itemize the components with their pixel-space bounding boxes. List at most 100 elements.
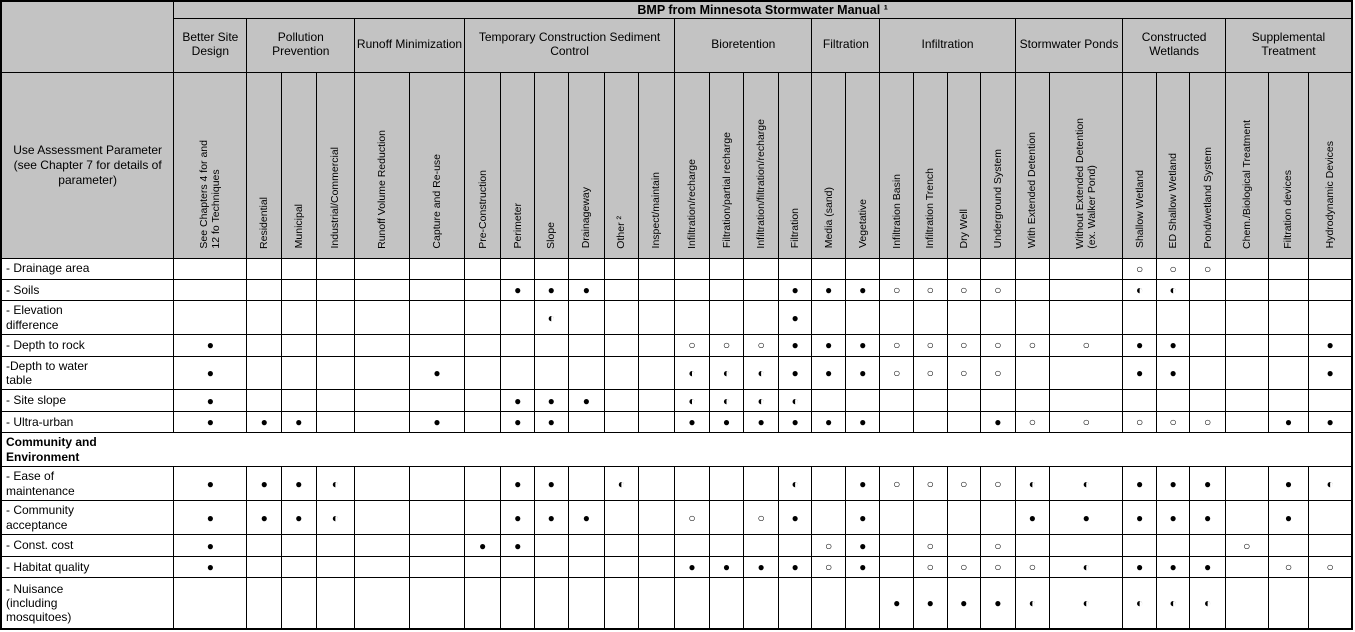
symbol-cell: ◐	[1014, 577, 1051, 630]
symbol-cell: ◐	[1049, 555, 1124, 579]
filled-circle-symbol: ●	[1135, 365, 1144, 380]
symbol-cell: ●	[534, 466, 569, 502]
filled-circle-symbol: ●	[825, 283, 833, 298]
open-circle-symbol: ○	[1169, 414, 1177, 429]
symbol-cell: ●	[980, 410, 1016, 434]
symbol-cell	[354, 278, 411, 302]
symbol-cell	[708, 500, 745, 536]
column-header-6: Capture and Re-use	[409, 71, 465, 259]
symbol-cell: ○	[913, 534, 948, 557]
row-label: - Site slope	[0, 389, 175, 412]
symbol-cell: ◐	[777, 466, 813, 502]
symbol-cell	[354, 466, 411, 502]
symbol-cell	[777, 257, 813, 280]
symbol-cell	[1308, 577, 1353, 630]
symbol-cell	[637, 577, 676, 630]
column-header-label: Shallow Wetland	[1133, 170, 1146, 249]
symbol-cell: ●	[674, 410, 710, 434]
group-header-5: Bioretention	[674, 17, 813, 73]
filled-circle-symbol: ●	[757, 414, 765, 429]
symbol-cell: ●	[1122, 500, 1157, 536]
column-header-label: Pre-Construction	[476, 169, 489, 249]
symbol-cell	[246, 257, 282, 280]
symbol-cell: ●	[811, 334, 846, 357]
filled-circle-symbol: ●	[859, 538, 867, 553]
symbol-cell: ◐	[743, 355, 779, 391]
column-header-15: Infiltration/filtration/recharge	[743, 71, 779, 259]
symbol-cell	[246, 355, 282, 391]
symbol-cell	[534, 257, 569, 280]
symbol-cell	[1267, 355, 1310, 391]
symbol-cell: ◐	[1014, 466, 1051, 502]
column-header-label: Other ²	[615, 215, 628, 249]
symbol-cell	[708, 534, 745, 557]
symbol-cell: ◐	[315, 500, 356, 536]
section-label: Community and Environment	[0, 432, 1353, 468]
symbol-cell	[354, 257, 411, 280]
open-circle-symbol: ○	[757, 338, 765, 353]
symbol-cell: ○	[811, 534, 846, 557]
symbol-cell	[354, 355, 411, 391]
symbol-cell: ●	[844, 334, 881, 357]
half-filled-circle-symbol: ◐	[1082, 596, 1090, 611]
symbol-cell: ●	[844, 278, 881, 302]
filled-circle-symbol: ●	[582, 510, 590, 525]
symbol-cell: ○	[946, 555, 982, 579]
symbol-cell	[637, 257, 676, 280]
filled-circle-symbol: ●	[514, 414, 522, 429]
symbol-cell: ○	[980, 466, 1016, 502]
symbol-cell	[1224, 389, 1269, 412]
corner-cell	[0, 0, 175, 73]
symbol-cell	[1014, 278, 1051, 302]
filled-circle-symbol: ●	[206, 393, 214, 408]
open-circle-symbol: ○	[926, 559, 934, 574]
symbol-cell	[1155, 300, 1191, 336]
column-header-row: Use Assessment Parameter (see Chapter 7 …	[0, 71, 1353, 259]
symbol-cell: ●	[708, 555, 745, 579]
open-circle-symbol: ○	[1082, 338, 1090, 353]
symbol-cell	[743, 257, 779, 280]
symbol-cell	[604, 500, 639, 536]
column-header-label: Filtration	[789, 208, 802, 249]
symbol-cell: ○	[1267, 555, 1310, 579]
half-filled-circle-symbol: ◐	[688, 393, 696, 408]
open-circle-symbol: ○	[688, 338, 696, 353]
symbol-cell: ●	[1308, 355, 1353, 391]
open-circle-symbol: ○	[1204, 261, 1212, 276]
symbol-cell	[280, 334, 317, 357]
symbol-cell: ●	[500, 389, 535, 412]
filled-circle-symbol: ●	[859, 414, 867, 429]
filled-circle-symbol: ●	[1028, 510, 1036, 525]
symbol-cell	[1224, 500, 1269, 536]
symbol-cell	[409, 257, 465, 280]
column-header-19: Infiltration Basin	[879, 71, 914, 259]
filled-circle-symbol: ●	[479, 538, 487, 553]
column-header-10: Drainageway	[567, 71, 606, 259]
filled-circle-symbol: ●	[1204, 559, 1212, 574]
symbol-cell: ●	[1014, 500, 1051, 536]
symbol-cell	[463, 577, 502, 630]
symbol-cell	[708, 577, 745, 630]
symbol-cell	[1267, 300, 1310, 336]
symbol-cell	[463, 500, 502, 536]
filled-circle-symbol: ●	[926, 596, 934, 611]
filled-circle-symbol: ●	[859, 510, 867, 525]
filled-circle-symbol: ●	[1169, 559, 1177, 574]
symbol-cell	[354, 300, 411, 336]
column-header-label: Dry Well	[957, 209, 970, 249]
symbol-cell: ●	[1267, 410, 1310, 434]
symbol-cell	[674, 257, 710, 280]
symbol-cell	[280, 300, 317, 336]
symbol-cell	[246, 534, 282, 557]
open-circle-symbol: ○	[994, 559, 1002, 574]
symbol-cell: ◐	[1155, 577, 1191, 630]
half-filled-circle-symbol: ◐	[1028, 596, 1036, 611]
symbol-cell: ●	[980, 577, 1016, 630]
symbol-cell	[674, 466, 710, 502]
symbol-cell: ●	[844, 355, 881, 391]
filled-circle-symbol: ●	[1326, 338, 1334, 353]
column-header-1: See Chapters 4 for and 12 fo Techniques	[173, 71, 248, 259]
column-header-label: Industrial/Commercial	[329, 146, 342, 249]
symbol-cell	[409, 500, 465, 536]
symbol-cell: ●	[534, 278, 569, 302]
